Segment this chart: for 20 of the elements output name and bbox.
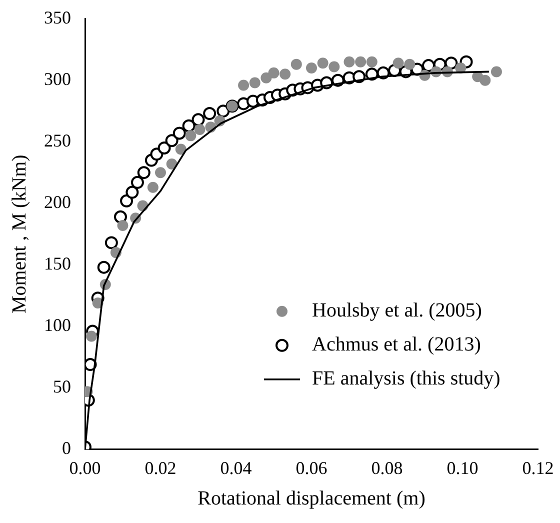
x-axis-title: Rotational displacement (m) xyxy=(198,487,426,510)
x-tick-label: 0.02 xyxy=(144,458,176,478)
y-tick-label: 350 xyxy=(44,8,71,28)
legend-label: FE analysis (this study) xyxy=(312,368,500,390)
y-tick-label: 250 xyxy=(44,130,71,151)
y-axis-title: Moment , M (kNm) xyxy=(8,154,30,314)
y-tick-label: 200 xyxy=(44,192,71,212)
y-tick-label: 100 xyxy=(44,315,71,336)
x-tick-label: 0.10 xyxy=(446,458,478,478)
x-tick-label: 0.00 xyxy=(69,458,101,478)
x-tick-label: 0.08 xyxy=(371,458,403,478)
legend-label: Houlsby et al. (2005) xyxy=(312,300,482,322)
y-tick-label: 150 xyxy=(44,254,71,274)
y-tick-label: 0 xyxy=(62,438,71,458)
legend-label: Achmus et al. (2013) xyxy=(312,334,481,356)
x-tick-label: 0.04 xyxy=(220,458,252,478)
x-tick-label: 0.06 xyxy=(296,458,328,478)
y-tick-label: 300 xyxy=(44,69,71,90)
x-tick-label: 0.12 xyxy=(522,458,554,478)
y-tick-label: 50 xyxy=(53,376,71,397)
